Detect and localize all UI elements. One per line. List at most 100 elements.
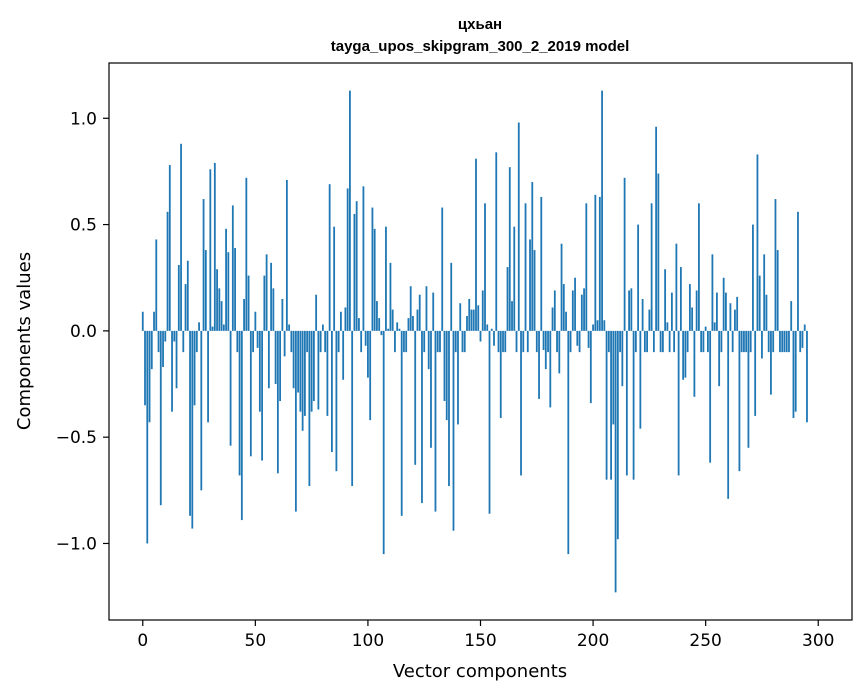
bar-203	[598, 196, 601, 331]
bar-123	[418, 294, 421, 331]
bar-258	[722, 277, 725, 331]
x-tick-label: 250	[689, 631, 721, 651]
bar-151	[481, 290, 484, 331]
bar-115	[400, 330, 403, 516]
bar-116	[403, 330, 405, 353]
bar-71	[301, 330, 304, 431]
bar-166	[515, 330, 518, 353]
bar-253	[711, 254, 714, 331]
bar-161	[504, 330, 507, 353]
bar-1	[144, 330, 146, 406]
bar-222	[641, 298, 644, 331]
bar-102	[371, 207, 374, 331]
bars-group	[141, 90, 808, 593]
bar-15	[175, 330, 178, 389]
bar-291	[797, 211, 799, 331]
bar-70	[299, 330, 302, 412]
bar-26	[200, 330, 203, 491]
bar-149	[477, 305, 480, 331]
bar-290	[794, 330, 797, 412]
y-tick-label: −1.0	[56, 534, 97, 554]
bar-80	[321, 324, 324, 331]
bar-33	[216, 269, 218, 331]
bar-275	[761, 330, 763, 359]
bar-40	[231, 205, 234, 331]
bar-130	[434, 330, 437, 512]
bar-271	[752, 224, 754, 331]
bar-91	[346, 188, 349, 331]
bar-29	[207, 330, 209, 423]
bar-41	[234, 247, 236, 331]
bar-285	[783, 330, 786, 353]
bar-57	[270, 262, 273, 331]
bar-53	[261, 330, 263, 461]
bar-281	[774, 199, 777, 331]
bar-162	[506, 267, 509, 331]
bar-273	[756, 154, 759, 331]
bar-279	[770, 330, 772, 395]
bar-137	[450, 262, 453, 331]
bar-152	[484, 203, 486, 331]
bar-229	[657, 173, 660, 331]
bar-177	[540, 196, 543, 331]
bar-243	[688, 284, 691, 331]
bar-131	[436, 330, 439, 353]
bar-192	[574, 277, 576, 331]
bar-2	[146, 330, 149, 544]
bar-218	[632, 330, 635, 480]
bar-139	[454, 330, 457, 353]
bar-268	[745, 330, 748, 353]
bar-172	[529, 239, 531, 331]
bar-73	[306, 330, 309, 353]
bar-287	[788, 330, 790, 353]
bar-61	[279, 330, 282, 402]
bar-79	[319, 330, 322, 353]
bar-160	[502, 330, 504, 353]
bar-31	[211, 326, 214, 331]
x-tick-label: 150	[464, 631, 496, 651]
bar-28	[204, 250, 207, 331]
bar-17	[180, 143, 182, 331]
bar-269	[747, 330, 750, 448]
bar-228	[655, 126, 658, 331]
bar-36	[222, 324, 225, 331]
bar-219	[634, 330, 637, 353]
bar-185	[558, 330, 561, 374]
bar-251	[707, 330, 709, 353]
bar-98	[362, 186, 365, 331]
chart-subtitle: tayga_upos_skipgram_300_2_2019 model	[331, 38, 630, 55]
bar-248	[700, 330, 703, 353]
bar-211	[616, 330, 619, 540]
bar-111	[391, 309, 394, 331]
bar-154	[488, 330, 491, 514]
bar-250	[704, 326, 707, 331]
bar-39	[229, 330, 232, 446]
bar-153	[486, 324, 489, 331]
bar-119	[409, 286, 412, 331]
bar-78	[317, 330, 320, 410]
x-tick-label: 300	[802, 631, 834, 651]
bar-176	[538, 330, 540, 399]
bar-189	[567, 330, 570, 555]
y-tick-label: 0.5	[70, 216, 97, 236]
bar-280	[772, 330, 775, 353]
bar-75	[310, 330, 313, 412]
x-tick-label: 50	[245, 631, 267, 651]
bar-286	[785, 330, 788, 353]
bar-240	[682, 330, 685, 380]
bar-187	[562, 284, 565, 331]
bar-112	[394, 330, 396, 353]
bar-25	[198, 322, 200, 331]
bar-46	[245, 177, 248, 331]
bar-135	[445, 330, 448, 421]
bar-233	[666, 322, 669, 331]
bar-22	[191, 330, 194, 529]
bar-110	[389, 262, 392, 331]
x-tick-label: 100	[352, 631, 384, 651]
bar-97	[360, 330, 363, 353]
bar-255	[716, 292, 718, 331]
bar-194	[578, 330, 581, 353]
bar-124	[421, 330, 423, 504]
bar-38	[227, 252, 230, 331]
bar-170	[524, 203, 527, 331]
